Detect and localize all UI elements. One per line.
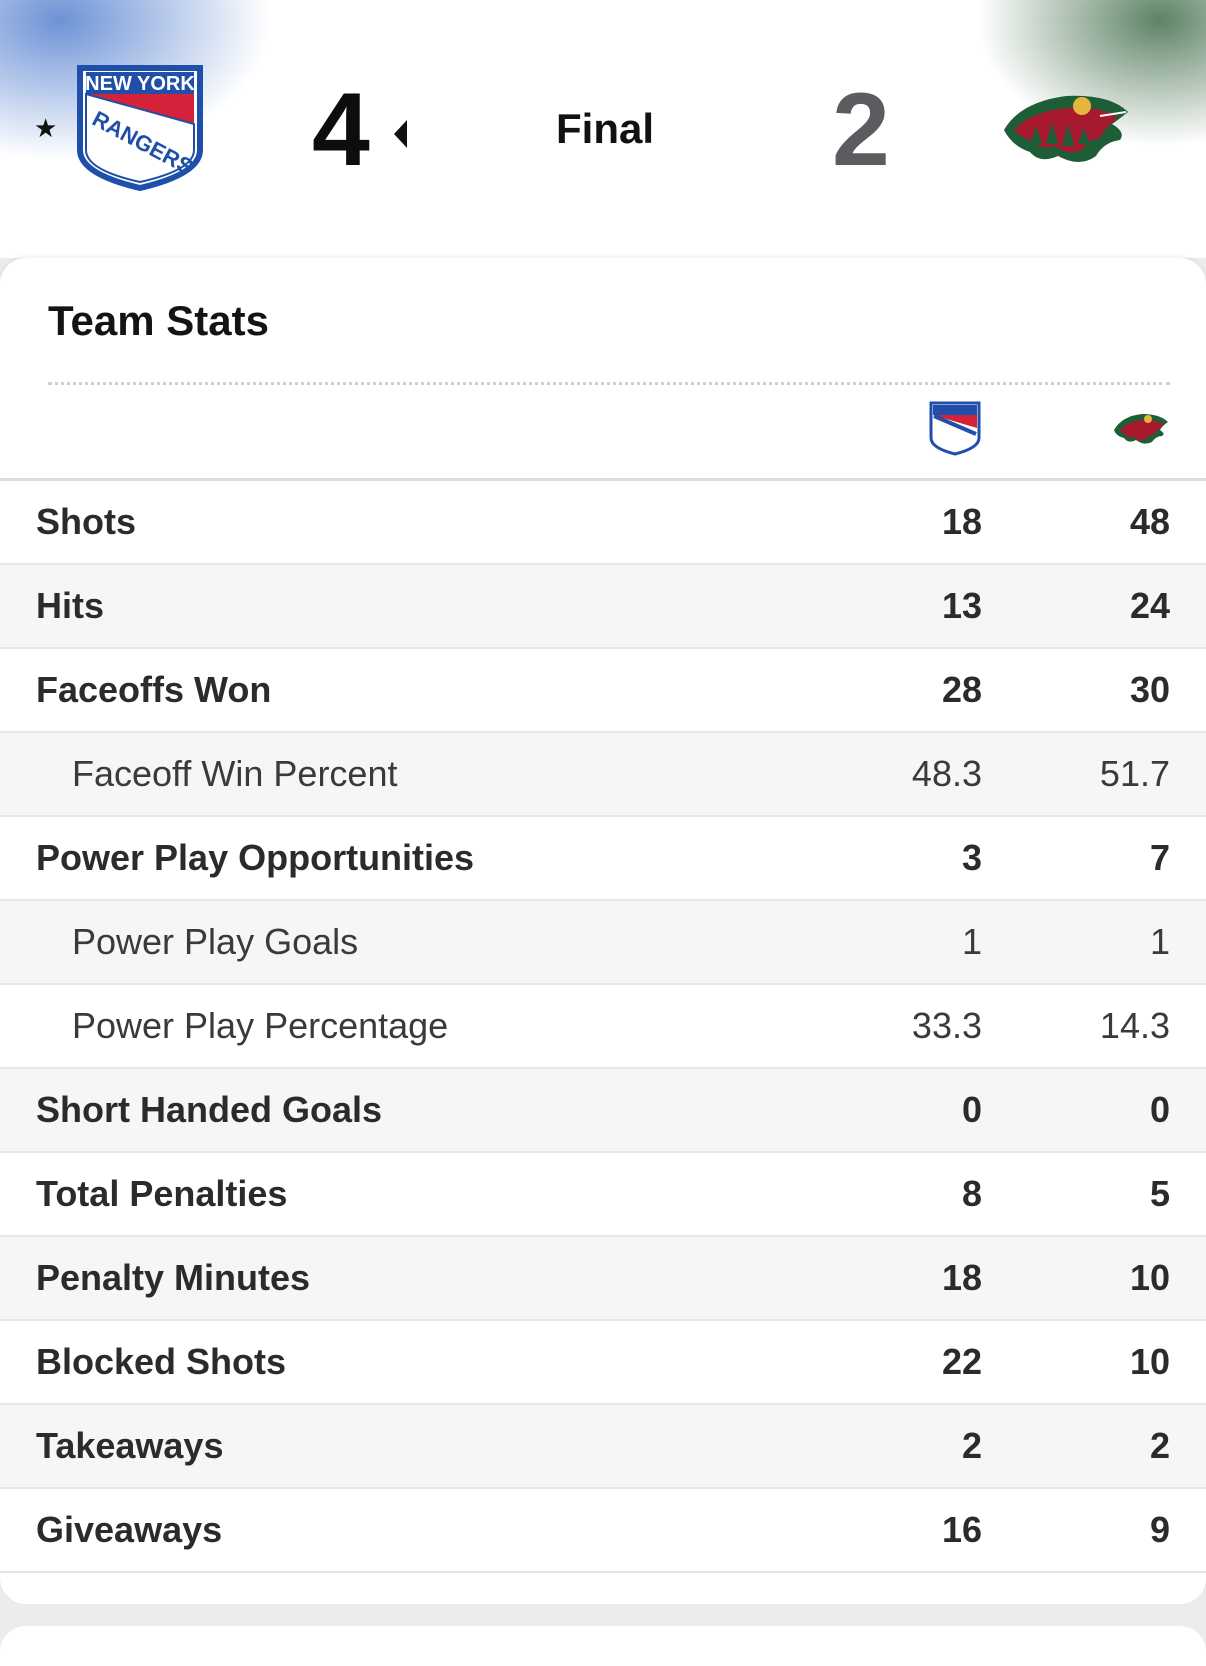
divider [48, 382, 1170, 385]
stat-value-away: 7 [1149, 837, 1170, 878]
stat-value-away: 5 [1149, 1173, 1170, 1214]
table-header-divider [0, 478, 1206, 481]
svg-text:NEW YORK: NEW YORK [85, 73, 195, 95]
wild-logo[interactable] [1000, 86, 1132, 172]
table-row: Penalty Minutes 18 10 [0, 1237, 1206, 1321]
table-row: Giveaways 16 9 [0, 1489, 1206, 1573]
next-card [0, 1626, 1206, 1666]
triangle-left-icon [394, 120, 407, 148]
stat-label: Power Play Opportunities [36, 837, 475, 878]
table-row: Faceoff Win Percent 48.3 51.7 [0, 733, 1206, 817]
stat-label: Takeaways [36, 1425, 224, 1466]
table-row: Hits 13 24 [0, 565, 1206, 649]
stat-value-away: 1 [1149, 921, 1170, 962]
stat-value-home: 28 [941, 669, 982, 710]
stat-value-away: 2 [1149, 1425, 1170, 1466]
scoreboard-header: ★ NEW YORK RANGERS 4 Final 2 [0, 0, 1206, 258]
table-row: Power Play Goals 1 1 [0, 901, 1206, 985]
stat-value-away: 9 [1149, 1509, 1170, 1550]
stat-value-home: 18 [941, 1257, 982, 1298]
stat-value-away: 14.3 [1099, 1005, 1170, 1046]
rangers-logo[interactable]: NEW YORK RANGERS [76, 64, 204, 192]
stat-value-home: 0 [961, 1089, 982, 1130]
rangers-column-logo [929, 401, 981, 456]
stat-label: Giveaways [36, 1509, 223, 1550]
stat-label: Power Play Percentage [72, 1005, 449, 1046]
star-icon: ★ [34, 114, 58, 144]
table-row: Faceoffs Won 28 30 [0, 649, 1206, 733]
stat-label: Faceoffs Won [36, 669, 272, 710]
stat-value-home: 22 [941, 1341, 982, 1382]
table-row: Shots 18 48 [0, 481, 1206, 565]
stat-value-away: 30 [1129, 669, 1170, 710]
table-row: Takeaways 2 2 [0, 1405, 1206, 1489]
stat-value-home: 2 [961, 1425, 982, 1466]
stat-label: Penalty Minutes [36, 1257, 311, 1298]
game-status: Final [556, 105, 655, 152]
stat-value-home: 8 [961, 1173, 982, 1214]
stat-label: Hits [36, 585, 105, 626]
away-score: 2 [832, 72, 890, 188]
wild-column-logo [1114, 414, 1168, 444]
stat-value-home: 48.3 [911, 753, 982, 794]
table-row: Short Handed Goals 0 0 [0, 1069, 1206, 1153]
stats-table: Shots 18 48 Hits 13 24 Faceoffs Won 28 30 Faceoff… [0, 481, 1206, 1573]
stat-value-away: 48 [1129, 501, 1170, 542]
stat-value-away: 10 [1129, 1257, 1170, 1298]
stat-value-home: 3 [961, 837, 982, 878]
stat-value-away: 51.7 [1099, 753, 1170, 794]
team-stats-card: Team Stats Shots 18 48 Hits 13 24 Faceoffs Won… [0, 258, 1206, 1604]
table-row: Power Play Opportunities 3 7 [0, 817, 1206, 901]
table-row: Power Play Percentage 33.3 14.3 [0, 985, 1206, 1069]
stat-value-home: 33.3 [911, 1005, 982, 1046]
stat-value-home: 16 [941, 1509, 982, 1550]
table-row: Total Penalties 8 5 [0, 1153, 1206, 1237]
stat-label: Total Penalties [36, 1173, 288, 1214]
card-title: Team Stats [48, 297, 269, 344]
stat-value-away: 24 [1129, 585, 1170, 626]
stat-value-away: 10 [1129, 1341, 1170, 1382]
stat-label: Blocked Shots [36, 1341, 287, 1382]
stat-label: Shots [36, 501, 137, 542]
stat-value-home: 13 [941, 585, 982, 626]
stat-value-away: 0 [1149, 1089, 1170, 1130]
stat-label: Short Handed Goals [36, 1089, 383, 1130]
stat-label: Faceoff Win Percent [72, 753, 398, 794]
stat-value-home: 1 [961, 921, 982, 962]
stat-value-home: 18 [941, 501, 982, 542]
stat-label: Power Play Goals [72, 921, 359, 962]
table-row: Blocked Shots 22 10 [0, 1321, 1206, 1405]
home-score: 4 [312, 72, 370, 188]
